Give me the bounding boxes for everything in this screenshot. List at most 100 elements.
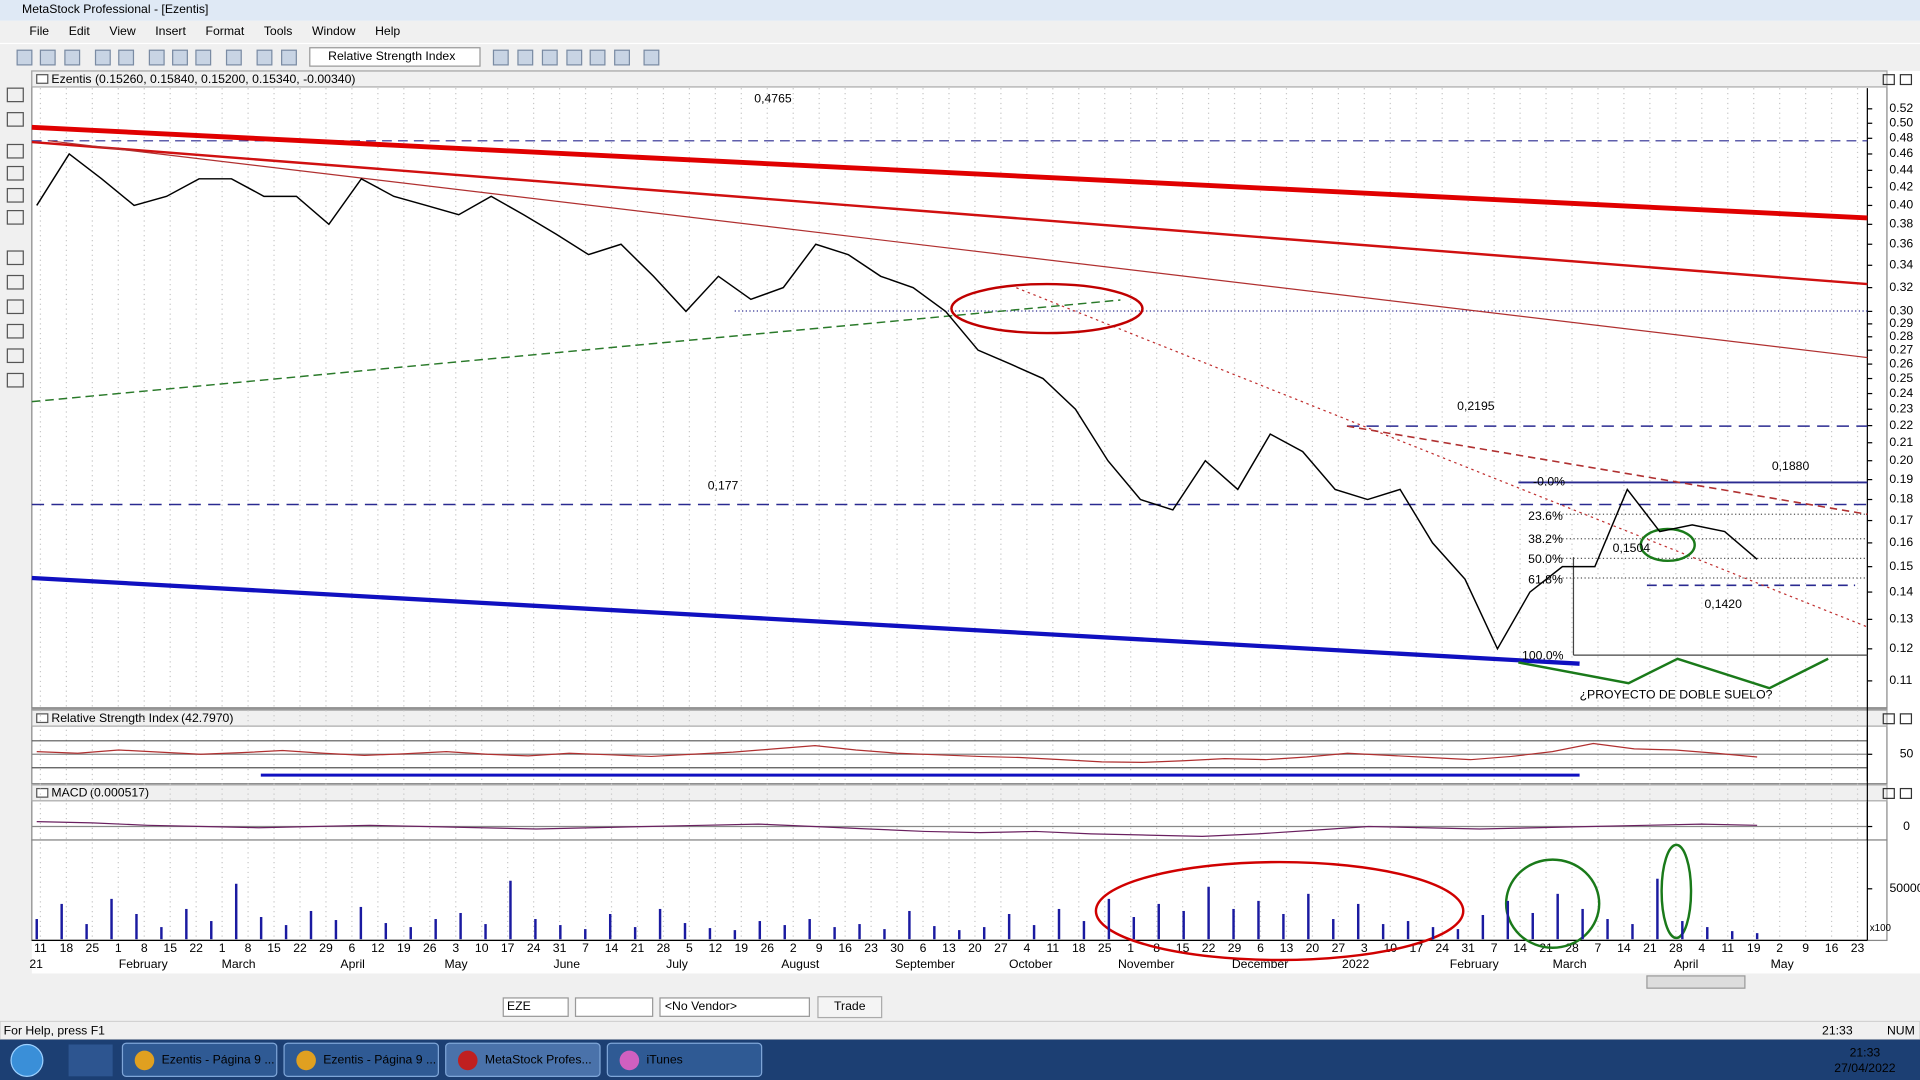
volume-bar [210, 921, 213, 940]
volume-bar [1132, 917, 1136, 940]
combo[interactable] [574, 997, 654, 1017]
taskbar-item[interactable] [445, 1042, 601, 1077]
toolbar-icon[interactable] [225, 49, 242, 66]
trend-line [31, 575, 1580, 666]
volume-bar [1656, 878, 1659, 940]
toolbar-icon[interactable] [517, 49, 534, 66]
toolbar-icon[interactable] [39, 49, 56, 66]
panel-icon [36, 713, 49, 724]
menu-item[interactable]: Tools [264, 24, 293, 38]
toolbar-icon[interactable] [16, 49, 33, 66]
x-day-label: 11 [1046, 941, 1059, 955]
symbol: EZE [507, 999, 531, 1013]
highlight-ellipse [1639, 527, 1696, 563]
toolbar-icon[interactable] [64, 49, 81, 66]
y-tick-label: 0.18 [1889, 492, 1913, 506]
volume-bar [883, 929, 886, 940]
panel-button[interactable] [1899, 74, 1913, 86]
x-day-label: 20 [1306, 941, 1320, 955]
volume-bar [1706, 927, 1709, 940]
volume-bar [1157, 903, 1160, 940]
toolbar-icon[interactable] [172, 49, 188, 66]
draw-tool[interactable] [6, 250, 24, 266]
x-day-label: 22 [189, 941, 203, 955]
toolbar-icon[interactable] [118, 49, 135, 66]
menu-item[interactable]: File [29, 24, 49, 38]
explorer-button[interactable] [68, 1044, 113, 1077]
taskbar-icon [296, 1050, 316, 1071]
y-tick-label: 0.44 [1889, 163, 1913, 177]
volume-bar [633, 927, 637, 940]
draw-tool[interactable] [6, 112, 24, 127]
menu-item[interactable]: Format [205, 24, 244, 38]
indicator-combo[interactable] [309, 47, 481, 67]
volume-bar [60, 903, 63, 940]
draw-tool[interactable] [6, 187, 24, 203]
toolbar-icon[interactable] [589, 49, 606, 66]
volume-bar [808, 919, 811, 940]
x-day-label: 22 [293, 941, 307, 955]
panel-button[interactable] [1899, 713, 1913, 725]
draw-tool[interactable] [6, 274, 24, 290]
taskbar-item[interactable] [121, 1042, 278, 1077]
scrollbar[interactable] [1646, 975, 1746, 989]
x-day-label: 7 [1595, 941, 1602, 955]
x-day-label: 15 [267, 941, 281, 955]
panel-button[interactable] [1882, 787, 1895, 799]
taskbar-item[interactable] [606, 1042, 763, 1077]
highlight-ellipse [1094, 860, 1465, 962]
toolbar-icon[interactable] [195, 49, 212, 66]
vendor-combo[interactable] [659, 997, 811, 1017]
draw-tool[interactable] [6, 210, 24, 225]
panel [31, 839, 1888, 942]
volume-bar [982, 927, 986, 940]
panel [31, 70, 1888, 709]
start-button[interactable] [10, 1043, 44, 1077]
x-day-label: 11 [1721, 941, 1734, 955]
menu-item[interactable]: View [109, 24, 135, 38]
y-tick-label: 0.40 [1889, 198, 1913, 212]
x-day-label: 31 [553, 941, 567, 955]
draw-tool[interactable] [6, 87, 24, 103]
y-tick-label: 0.17 [1889, 513, 1913, 527]
toolbar-icon[interactable] [492, 49, 509, 66]
x-day-label: 12 [709, 941, 723, 955]
toolbar-icon[interactable] [643, 49, 660, 66]
draw-tool[interactable] [6, 299, 24, 315]
draw-tool[interactable] [6, 348, 24, 364]
volume-bar [509, 880, 512, 940]
menu-item[interactable]: Insert [155, 24, 186, 38]
volume-bar [1082, 921, 1086, 940]
panel-button[interactable] [1882, 74, 1895, 86]
y-tick-label: 0.25 [1889, 371, 1913, 385]
toolbar-icon[interactable] [94, 49, 111, 66]
volume-bar [85, 924, 88, 940]
menu-item[interactable]: Window [312, 24, 356, 38]
toolbar-icon[interactable] [541, 49, 558, 66]
taskbar-label: Ezentis - Página 9 ... [323, 1053, 436, 1067]
toolbar-icon[interactable] [148, 49, 165, 66]
volume-bar [1531, 912, 1534, 940]
toolbar-icon[interactable] [566, 49, 583, 66]
panel-button[interactable] [1899, 787, 1913, 799]
panel-title: Relative Strength Index [51, 711, 178, 725]
draw-tool[interactable] [6, 143, 24, 159]
toolbar-icon[interactable] [614, 49, 630, 66]
panel-button[interactable] [1882, 713, 1895, 725]
x-day-label: 28 [1669, 941, 1683, 955]
volume-bar [1332, 919, 1335, 940]
draw-tool[interactable] [6, 372, 24, 388]
draw-tool[interactable] [6, 165, 24, 181]
menu-item[interactable]: Help [375, 24, 400, 38]
x-month-label: September [895, 957, 955, 971]
draw-tool[interactable] [6, 323, 24, 339]
clock-date: 27/04/2022 [1834, 1061, 1895, 1075]
annotation: 100.0% [1522, 649, 1564, 663]
taskbar-item[interactable] [283, 1042, 439, 1077]
toolbar-icon[interactable] [256, 49, 273, 66]
menu-item[interactable]: Edit [69, 24, 91, 38]
x-day-label: 18 [60, 941, 74, 955]
trade-button[interactable] [817, 996, 883, 1019]
toolbar-icon[interactable] [281, 49, 297, 66]
symbol-box[interactable] [502, 997, 569, 1017]
